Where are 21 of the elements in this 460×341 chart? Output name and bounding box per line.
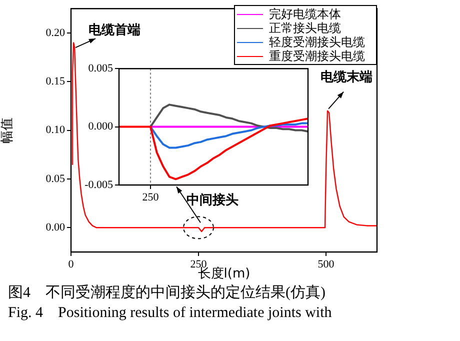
y-tick-label: 0.20 [46, 26, 66, 39]
y-axis-title: 幅值 [0, 117, 16, 144]
legend-label: 正常接头电缆 [269, 21, 341, 35]
legend-label: 完好电缆本体 [269, 7, 341, 21]
legend-label: 重度受潮接头电缆 [269, 49, 365, 63]
annotation: 电缆末端 [320, 70, 373, 86]
y-tick-label: 0.000 [88, 120, 114, 133]
annotation: 电缆首端 [88, 22, 141, 38]
caption: 图4 不同受潮程度的中间接头的定位结果(仿真) [8, 283, 326, 302]
x-tick-label: 0 [68, 258, 74, 270]
y-tick-label: 0.15 [46, 76, 66, 88]
legend-label: 轻度受潮接头电缆 [269, 35, 365, 49]
y-tick-label: -0.005 [84, 178, 114, 191]
y-tick-label: 0.00 [46, 222, 66, 234]
y-tick-label: 0.10 [46, 124, 66, 136]
y-tick-label: 0.05 [46, 172, 66, 185]
y-tick-label: 0.005 [88, 62, 114, 74]
caption: Fig. 4 Positioning results of intermediate joints with [8, 304, 332, 322]
x-tick-label: 500 [318, 258, 335, 270]
x-tick-label: 250 [142, 191, 160, 204]
annotation: 中间接头 [186, 192, 238, 208]
